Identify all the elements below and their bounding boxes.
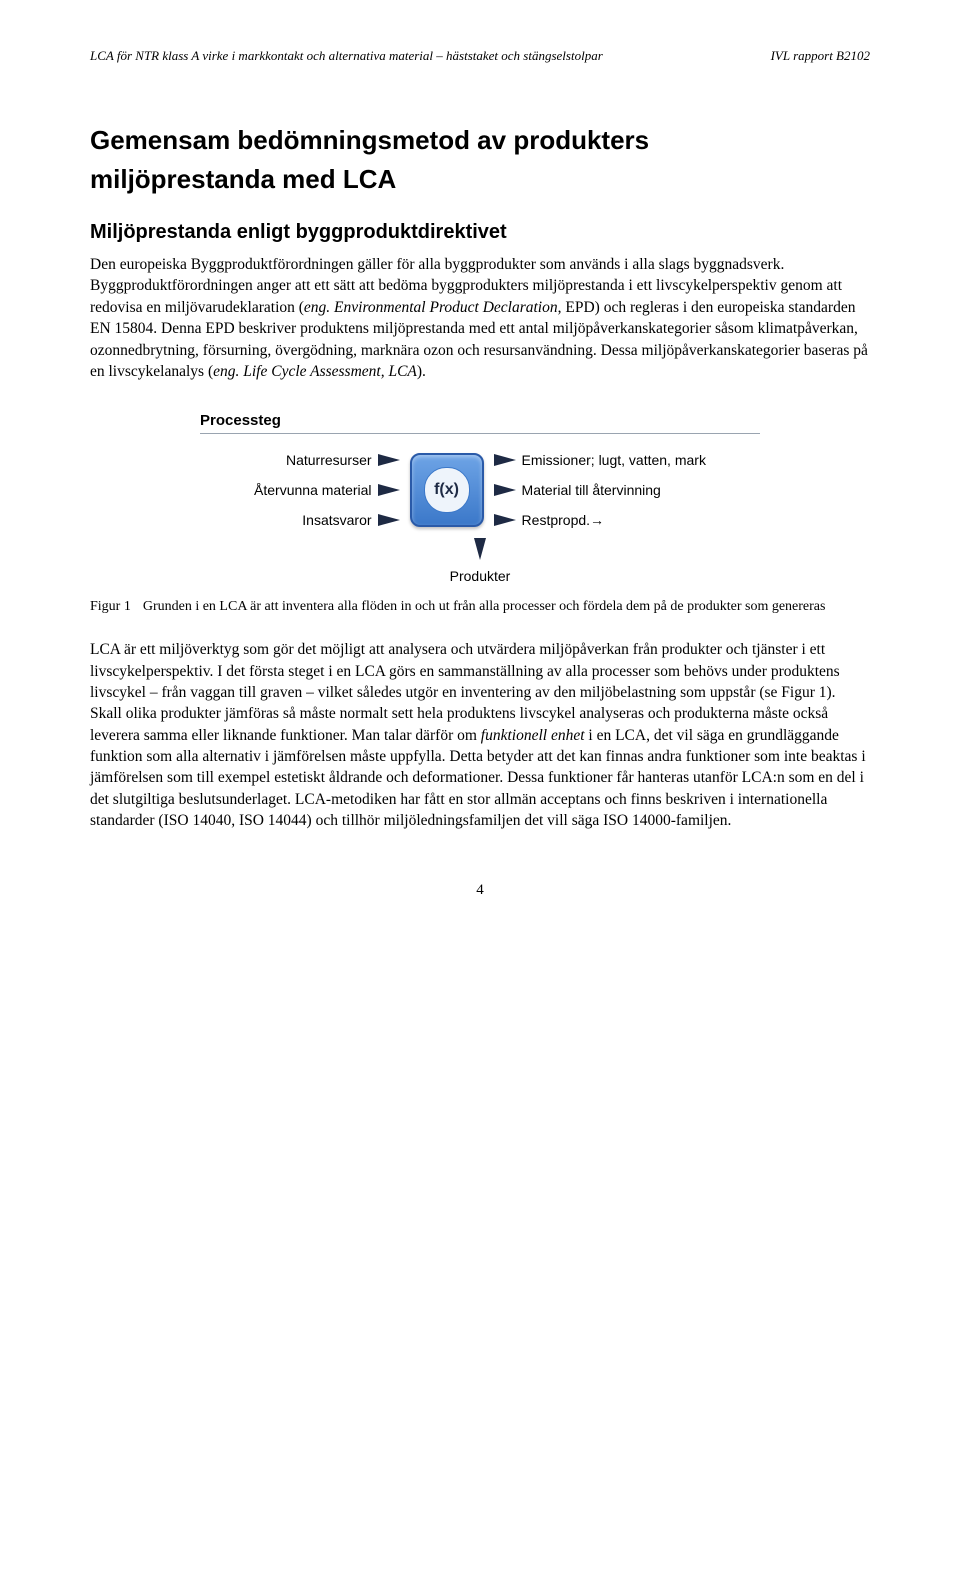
process-box-label: f(x): [424, 467, 470, 513]
output-label: Restpropd.→: [522, 512, 604, 528]
output-label: Material till återvinning: [522, 482, 661, 498]
paragraph-2: LCA är ett miljöverktyg som gör det möjl…: [90, 639, 870, 831]
running-header: LCA för NTR klass A virke i markkontakt …: [90, 48, 870, 64]
page-title-line1: Gemensam bedömningsmetod av produkters: [90, 124, 870, 157]
input-label: Insatsvaror: [302, 512, 371, 528]
page-number: 4: [90, 882, 870, 899]
diagram-down: Produkter: [200, 538, 760, 584]
process-diagram: Processteg Naturresurser Återvunna mater…: [200, 412, 760, 584]
diagram-inputs: Naturresurser Återvunna material Insatsv…: [254, 452, 400, 528]
output-item: Emissioner; lugt, vatten, mark: [494, 452, 706, 468]
figure-label: Figur 1: [90, 598, 131, 617]
paragraph-1: Den europeiska Byggproduktförordningen g…: [90, 254, 870, 382]
arrow-down-icon: [474, 538, 486, 560]
input-label: Återvunna material: [254, 482, 372, 498]
arrow-right-icon: [494, 514, 516, 526]
figure-caption: Figur 1 Grunden i en LCA är att inventer…: [90, 598, 870, 617]
arrow-right-icon: [494, 454, 516, 466]
arrow-right-icon: [378, 484, 400, 496]
section-subtitle: Miljöprestanda enligt byggproduktdirekti…: [90, 221, 870, 244]
page: LCA för NTR klass A virke i markkontakt …: [0, 0, 960, 939]
process-box: f(x): [410, 453, 484, 527]
arrow-right-icon: [378, 454, 400, 466]
header-right: IVL rapport B2102: [771, 48, 870, 64]
header-left: LCA för NTR klass A virke i markkontakt …: [90, 48, 603, 64]
input-item: Återvunna material: [254, 482, 400, 498]
input-item: Naturresurser: [286, 452, 400, 468]
output-item: Restpropd.→: [494, 512, 604, 528]
down-label: Produkter: [450, 568, 511, 584]
arrow-right-icon: [494, 484, 516, 496]
figure-text: Grunden i en LCA är att inventera alla f…: [143, 598, 826, 617]
diagram-outputs: Emissioner; lugt, vatten, mark Material …: [494, 452, 706, 528]
arrow-right-icon: [378, 514, 400, 526]
page-title-line2: miljöprestanda med LCA: [90, 163, 870, 196]
diagram-row: Naturresurser Återvunna material Insatsv…: [200, 452, 760, 528]
output-item: Material till återvinning: [494, 482, 661, 498]
input-item: Insatsvaror: [302, 512, 399, 528]
output-label: Emissioner; lugt, vatten, mark: [522, 452, 706, 468]
input-label: Naturresurser: [286, 452, 372, 468]
diagram-divider: [200, 433, 760, 434]
diagram-title: Processteg: [200, 412, 760, 429]
